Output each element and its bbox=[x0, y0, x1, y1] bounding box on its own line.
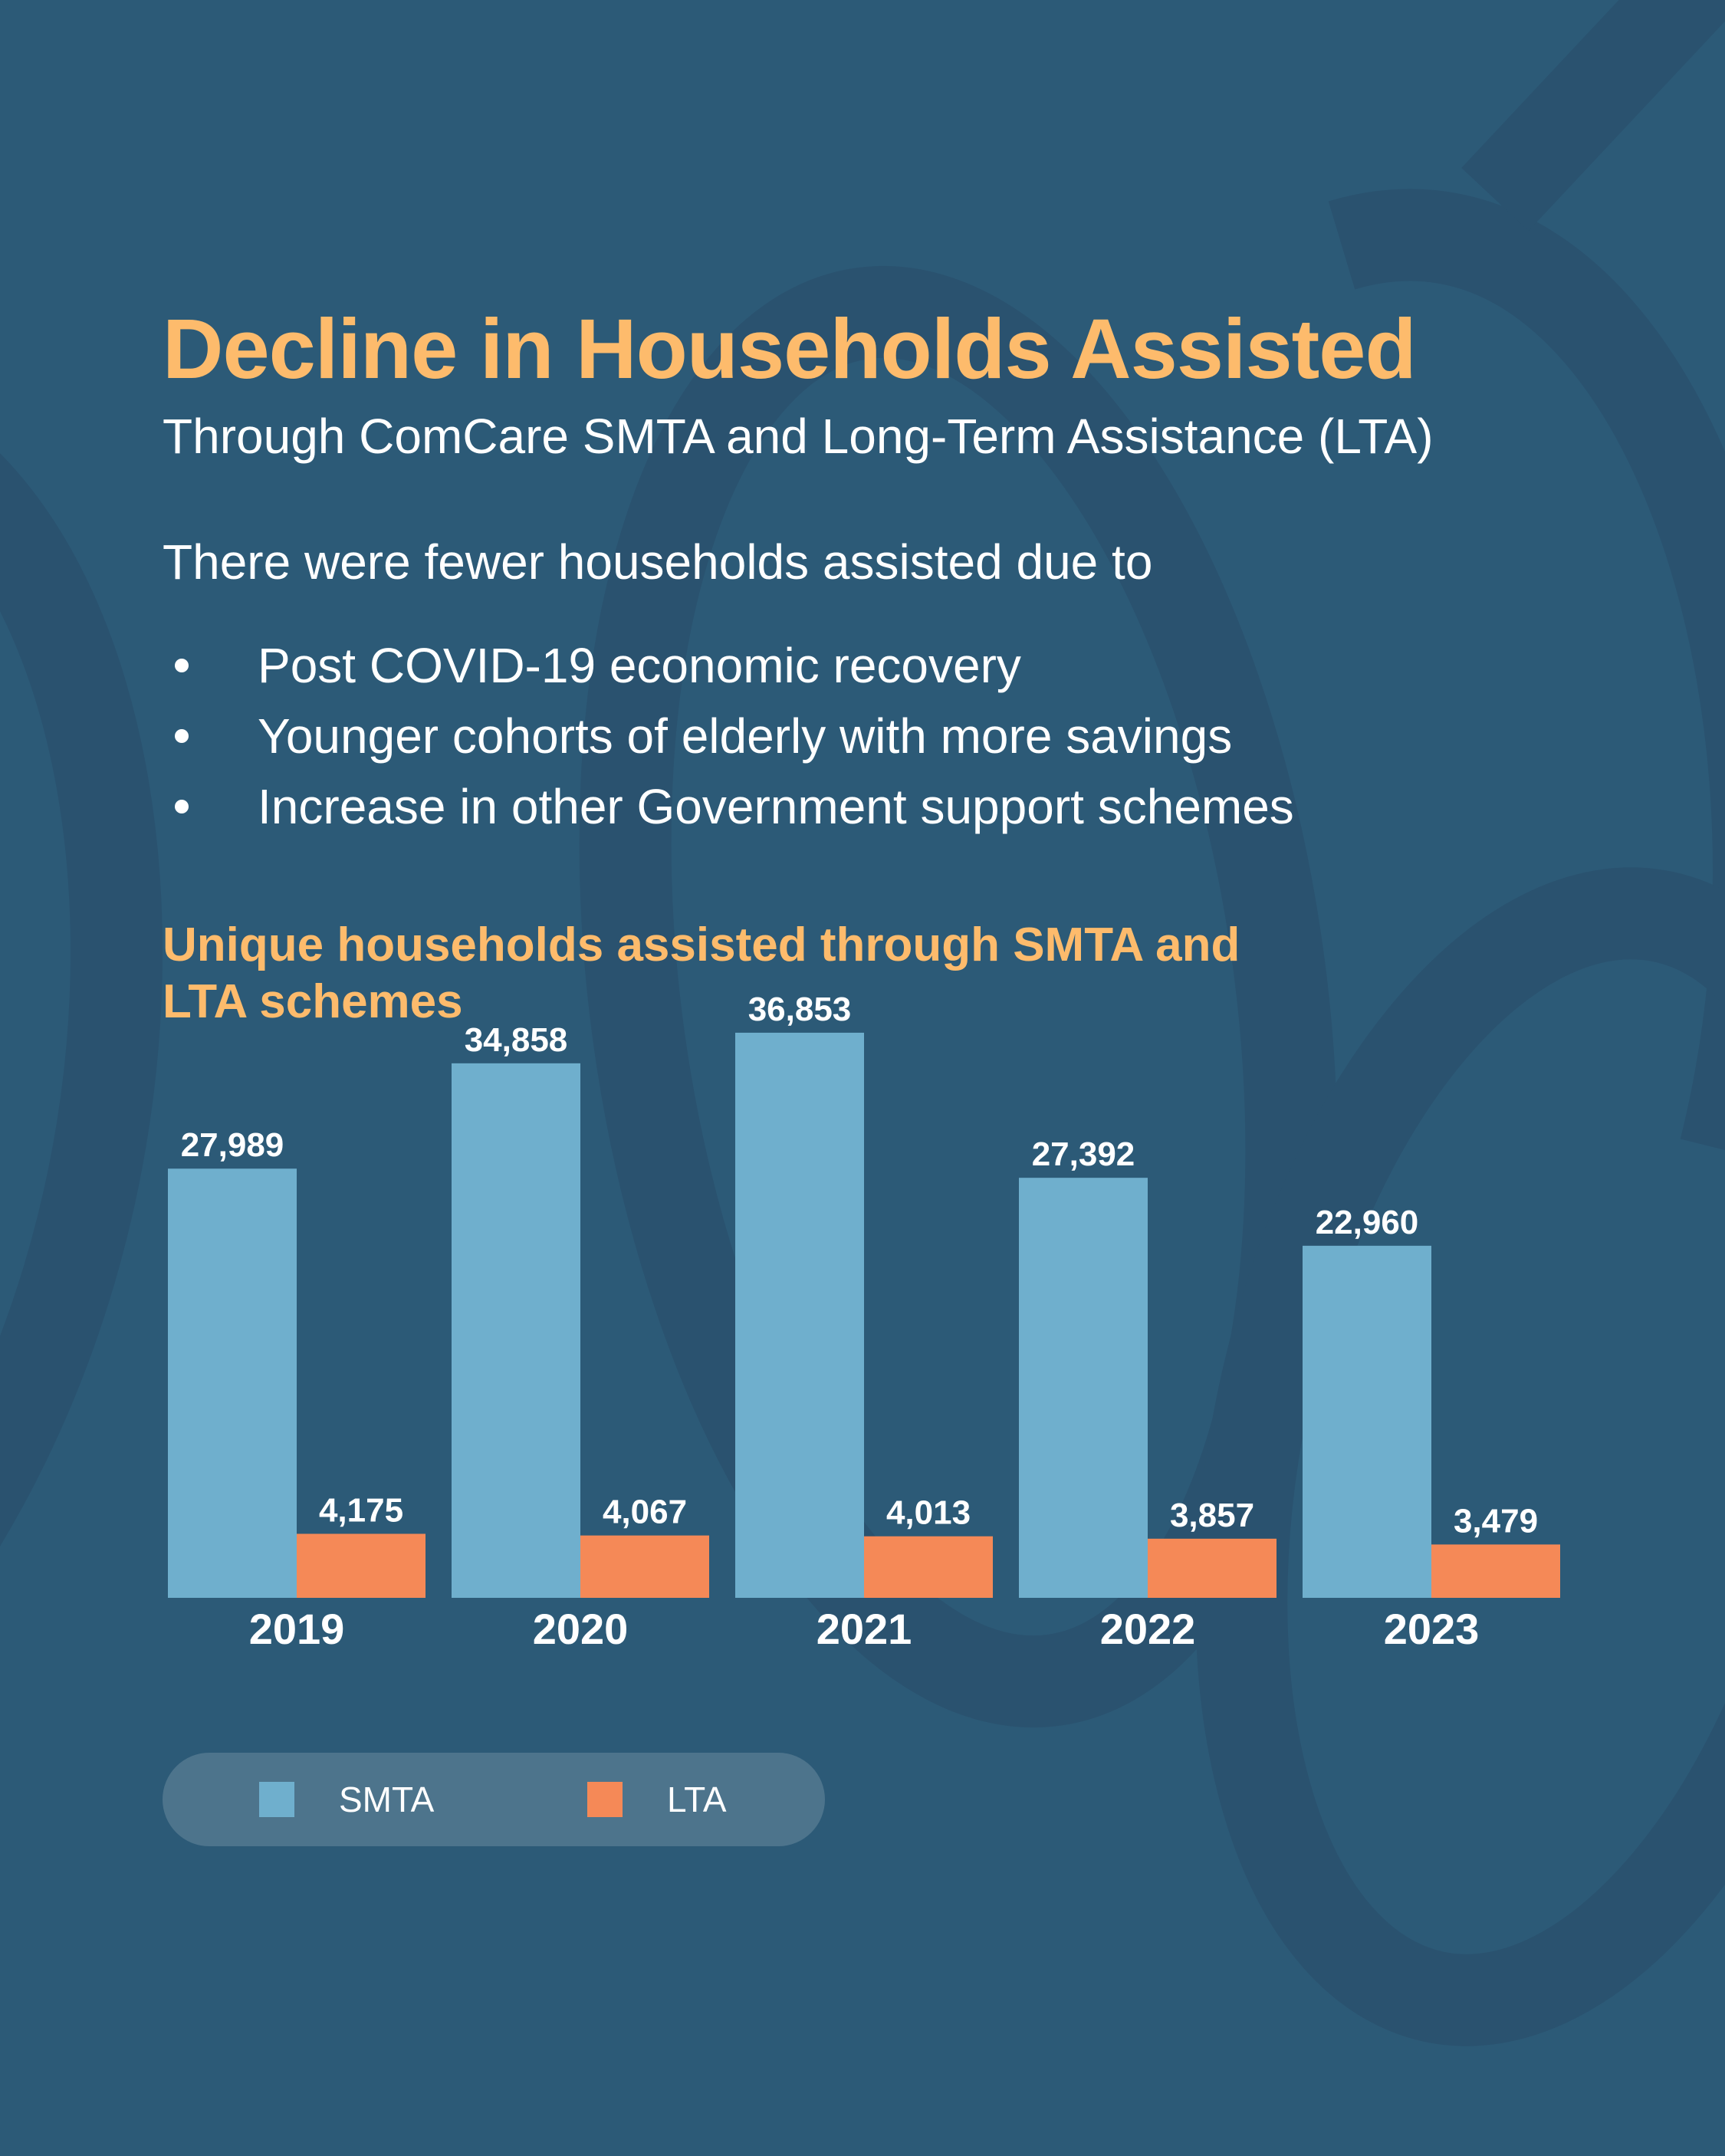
data-label-lta-2021: 4,013 bbox=[886, 1494, 971, 1532]
legend-swatch-smta bbox=[259, 1782, 294, 1817]
data-label-smta-2023: 22,960 bbox=[1316, 1204, 1419, 1241]
x-tick-label-2020: 2020 bbox=[533, 1605, 629, 1653]
data-label-smta-2022: 27,392 bbox=[1032, 1136, 1135, 1173]
chart-title: Unique households assisted through SMTA … bbox=[163, 919, 1240, 1028]
bar-smta-2021 bbox=[735, 1032, 864, 1598]
reason-text: Increase in other Government support sch… bbox=[258, 779, 1294, 834]
data-label-smta-2020: 34,858 bbox=[465, 1021, 568, 1059]
reason-text: Younger cohorts of elderly with more sav… bbox=[258, 708, 1233, 764]
legend-label-smta: SMTA bbox=[339, 1780, 435, 1819]
x-tick-label-2021: 2021 bbox=[816, 1605, 912, 1653]
reasons-intro: There were fewer households assisted due… bbox=[163, 534, 1153, 590]
bar-lta-2023 bbox=[1431, 1544, 1560, 1598]
data-label-lta-2022: 3,857 bbox=[1170, 1497, 1254, 1534]
x-tick-label-2023: 2023 bbox=[1384, 1605, 1480, 1653]
bar-lta-2019 bbox=[297, 1533, 426, 1598]
legend-swatch-lta bbox=[587, 1782, 623, 1817]
x-tick-label-2019: 2019 bbox=[249, 1605, 345, 1653]
x-tick-label-2022: 2022 bbox=[1100, 1605, 1196, 1653]
bar-smta-2023 bbox=[1303, 1245, 1431, 1598]
bar-smta-2019 bbox=[168, 1168, 297, 1598]
bullet-icon bbox=[175, 800, 189, 813]
bar-lta-2022 bbox=[1148, 1538, 1276, 1598]
reasons-list: Post COVID-19 economic recovery Younger … bbox=[163, 630, 1294, 842]
data-label-smta-2019: 27,989 bbox=[181, 1126, 284, 1164]
bar-lta-2020 bbox=[580, 1535, 709, 1598]
page-title: Decline in Households Assisted bbox=[163, 302, 1417, 396]
chart-legend: SMTA LTA bbox=[163, 1753, 825, 1846]
reason-text: Post COVID-19 economic recovery bbox=[258, 638, 1021, 693]
data-label-lta-2023: 3,479 bbox=[1454, 1502, 1538, 1540]
page-subtitle: Through ComCare SMTA and Long-Term Assis… bbox=[163, 409, 1434, 464]
data-label-smta-2021: 36,853 bbox=[748, 991, 852, 1028]
legend-label-lta: LTA bbox=[667, 1780, 727, 1819]
bar-lta-2021 bbox=[864, 1536, 993, 1598]
reason-item: Post COVID-19 economic recovery bbox=[163, 630, 1294, 701]
reason-item: Increase in other Government support sch… bbox=[163, 771, 1294, 842]
reason-item: Younger cohorts of elderly with more sav… bbox=[163, 701, 1294, 771]
bar-smta-2020 bbox=[452, 1063, 580, 1598]
bullet-icon bbox=[175, 729, 189, 743]
bullet-icon bbox=[175, 659, 189, 672]
data-label-lta-2020: 4,067 bbox=[603, 1494, 687, 1531]
data-label-lta-2019: 4,175 bbox=[319, 1492, 403, 1530]
bar-smta-2022 bbox=[1019, 1178, 1148, 1598]
